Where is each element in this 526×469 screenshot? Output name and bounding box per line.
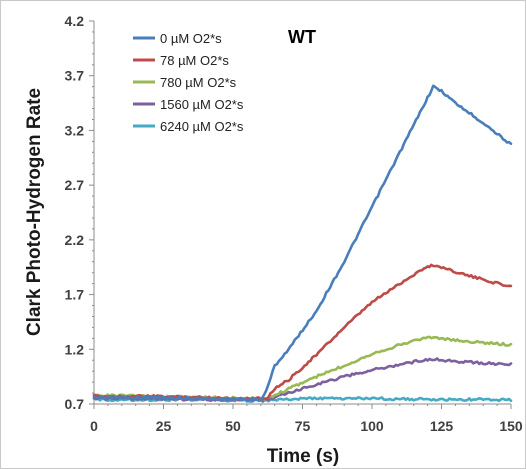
x-tick-label: 125 <box>430 418 454 434</box>
y-tick-label: 2.7 <box>65 177 85 193</box>
y-tick-label: 3.7 <box>65 68 85 84</box>
series-line <box>92 357 513 402</box>
x-axis-title: Time (s) <box>267 446 340 467</box>
x-tick-label: 50 <box>225 418 241 434</box>
legend-label: 780 µM O2*s <box>160 75 237 90</box>
series-lines <box>92 84 513 403</box>
legend-label: 78 µM O2*s <box>160 53 229 68</box>
x-tick-label: 150 <box>499 418 523 434</box>
y-tick-label: 3.2 <box>65 122 85 138</box>
legend-label: 6240 µM O2*s <box>160 119 244 134</box>
y-tick-label: 1.7 <box>65 287 85 303</box>
y-tick-label: 1.2 <box>65 341 85 357</box>
y-axis-title: Clark Photo-Hydrogen Rate <box>24 88 45 336</box>
x-tick-label: 25 <box>156 418 172 434</box>
legend: 0 µM O2*s 78 µM O2*s 780 µM O2*s 1560 µM O2… <box>133 31 244 134</box>
x-tick-label: 0 <box>90 418 98 434</box>
x-tick-label: 75 <box>295 418 311 434</box>
y-tick-label: 4.2 <box>65 13 85 29</box>
x-tick-label: 100 <box>360 418 384 434</box>
legend-label: 0 µM O2*s <box>160 31 222 46</box>
legend-label: 1560 µM O2*s <box>160 97 244 112</box>
chart-title: WT <box>288 27 316 47</box>
y-tick-label: 0.7 <box>65 396 85 412</box>
axes: 0.7 1.2 1.7 2.2 2.7 3.2 3.7 4.2 0 25 50 75 100 125 150 <box>65 13 523 434</box>
y-tick-label: 2.2 <box>65 232 85 248</box>
series-line <box>92 84 513 403</box>
